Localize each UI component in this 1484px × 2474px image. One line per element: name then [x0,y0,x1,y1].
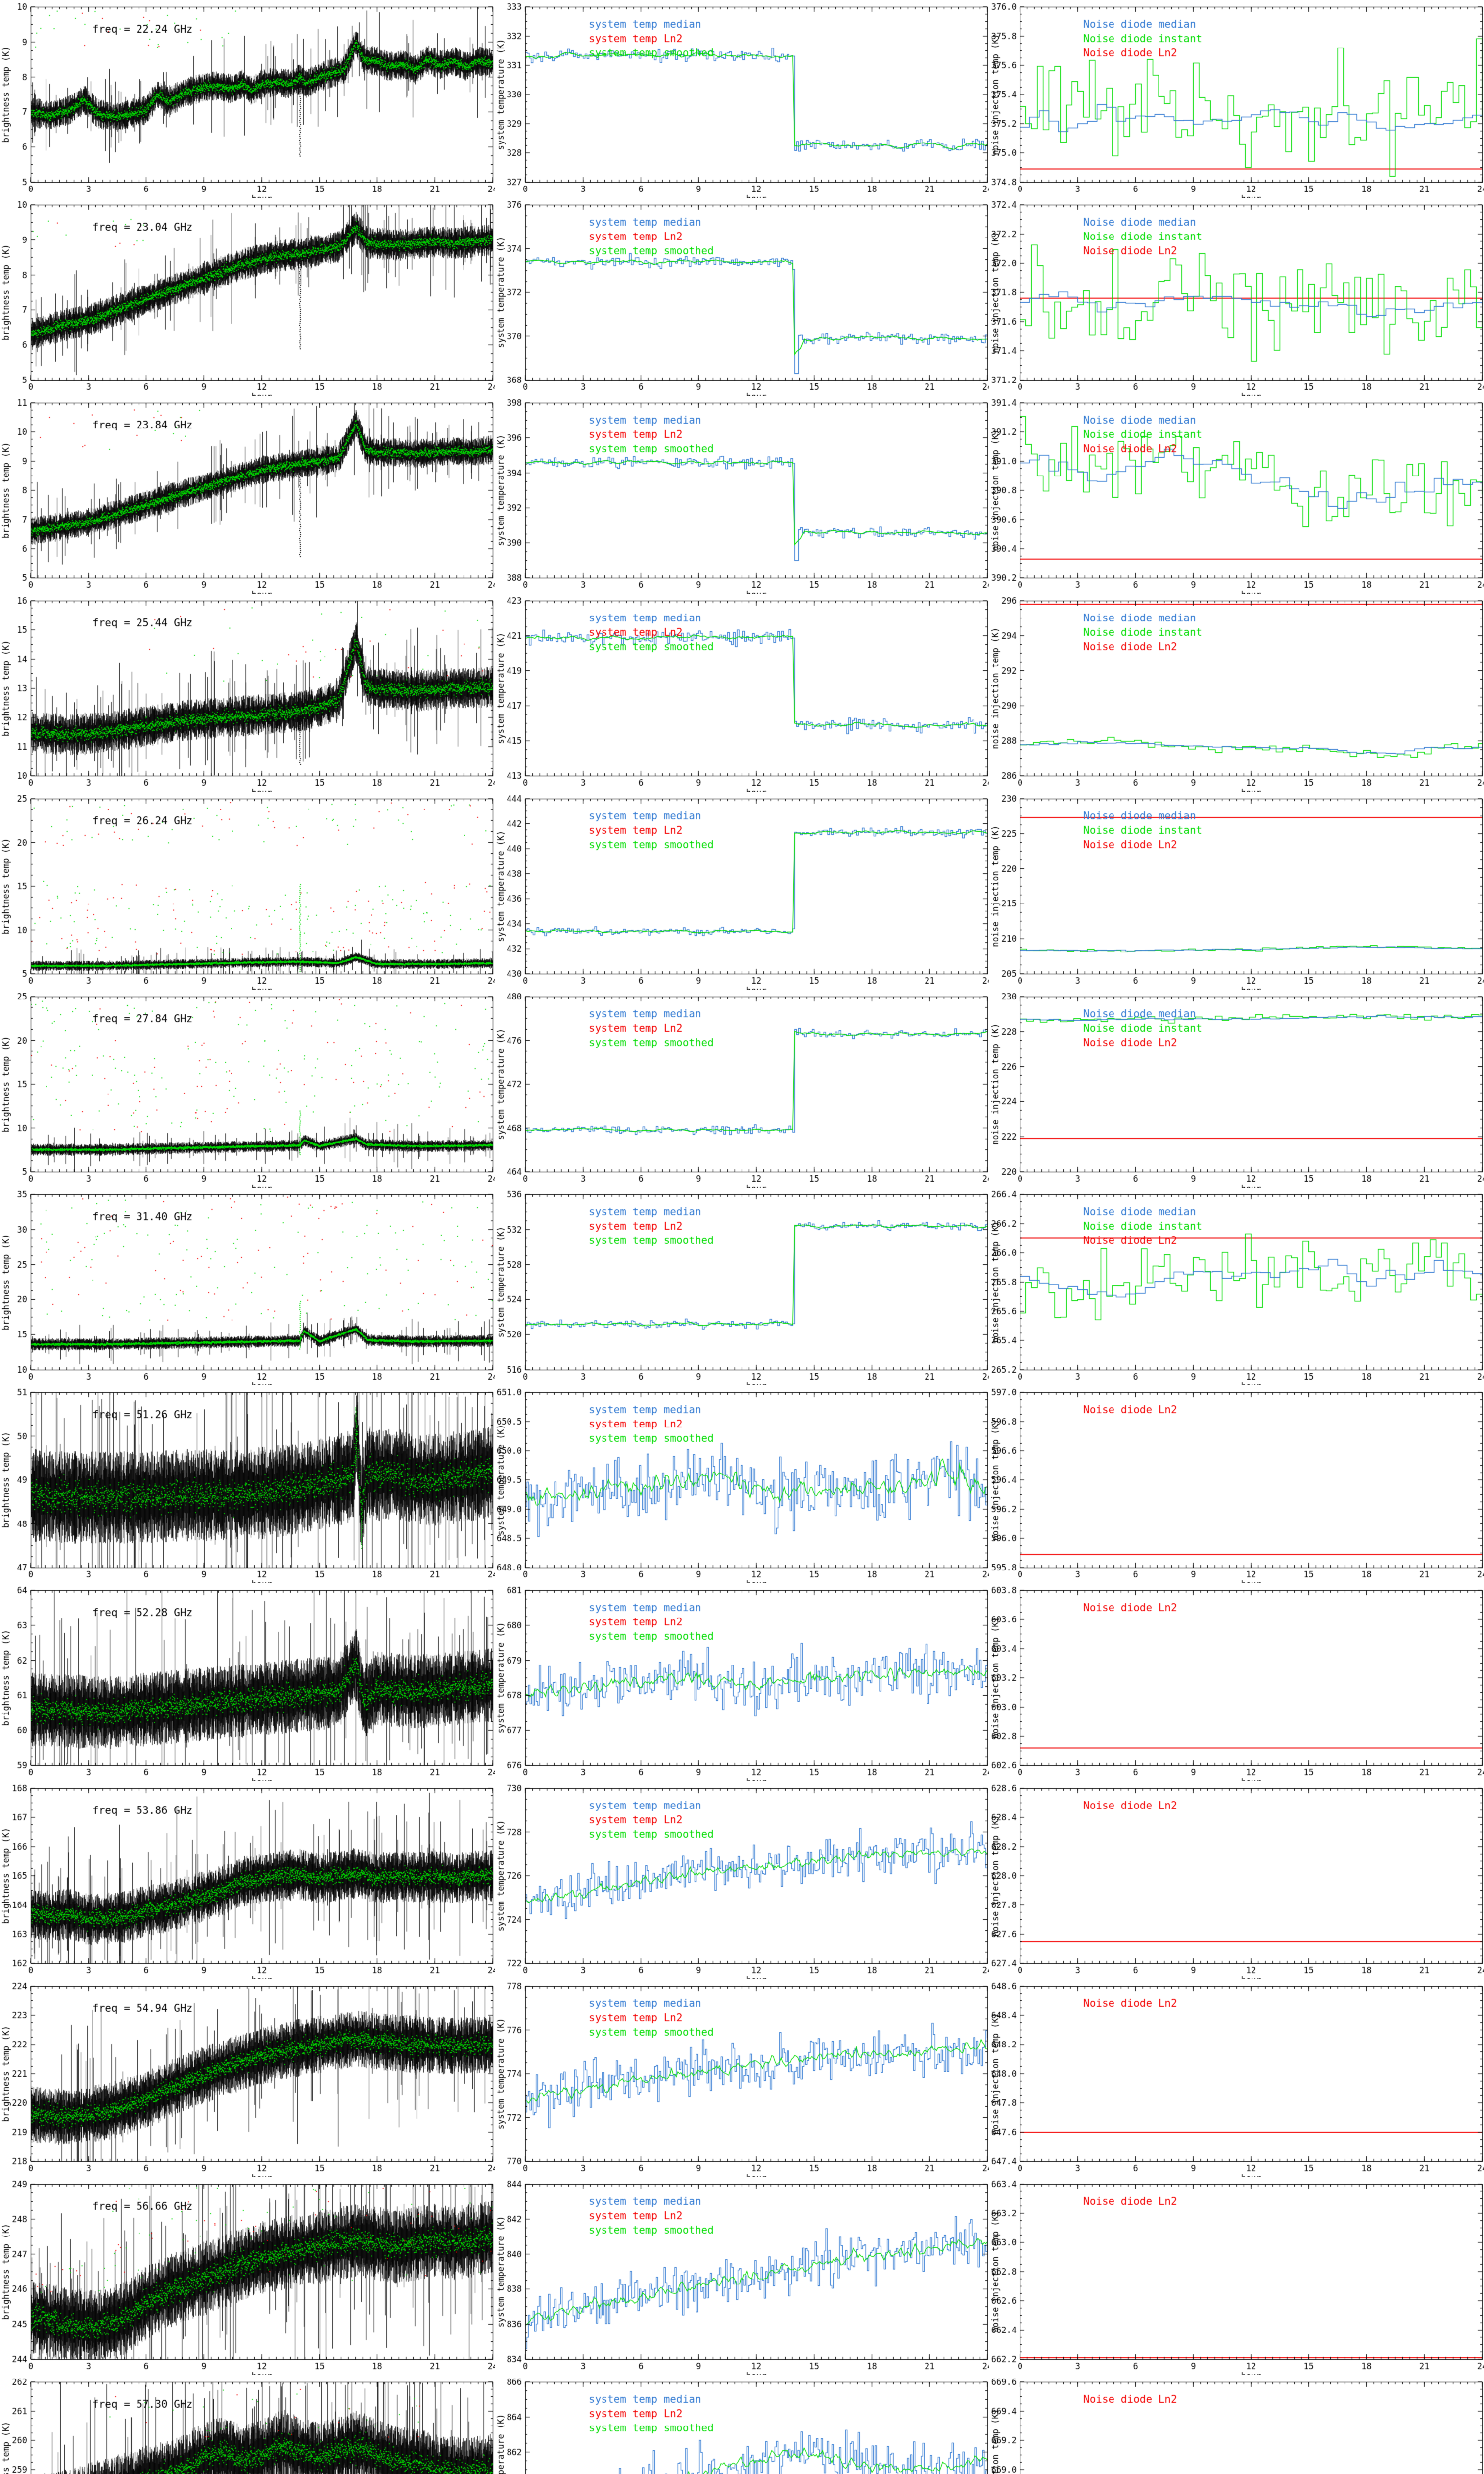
panel-r6-c2-system-temp [495,990,989,1188]
panel-r4-c2-system-temp [495,594,989,792]
panel-r6-c1-brightness-temp [0,990,495,1188]
panel-r4-c1-brightness-temp [0,594,495,792]
plot-row-11 [0,1979,1484,2177]
panel-r9-c2-system-temp [495,1583,989,1781]
panel-r1-c1-brightness-temp [0,0,495,198]
panel-r11-c3-noise-diode [989,1979,1484,2177]
panel-r12-c1-brightness-temp [0,2177,495,2375]
panel-r13-c2-system-temp [495,2375,989,2474]
plot-row-2 [0,198,1484,396]
panel-r7-c3-noise-diode [989,1188,1484,1385]
panel-r3-c3-noise-diode [989,396,1484,594]
panel-r13-c3-noise-diode [989,2375,1484,2474]
plot-row-6 [0,990,1484,1188]
panel-r12-c2-system-temp [495,2177,989,2375]
panel-r11-c1-brightness-temp [0,1979,495,2177]
panel-r10-c2-system-temp [495,1781,989,1979]
plot-row-9 [0,1583,1484,1781]
panel-r5-c1-brightness-temp [0,792,495,990]
panel-r10-c3-noise-diode [989,1781,1484,1979]
panel-r8-c1-brightness-temp [0,1385,495,1583]
panel-r12-c3-noise-diode [989,2177,1484,2375]
panel-r2-c3-noise-diode [989,198,1484,396]
plot-row-13 [0,2375,1484,2474]
panel-r13-c1-brightness-temp [0,2375,495,2474]
plot-row-5 [0,792,1484,990]
panel-r1-c2-system-temp [495,0,989,198]
panel-r5-c2-system-temp [495,792,989,990]
plot-row-12 [0,2177,1484,2375]
panel-r5-c3-noise-diode [989,792,1484,990]
panel-r7-c2-system-temp [495,1188,989,1385]
panel-r6-c3-noise-diode [989,990,1484,1188]
panel-r1-c3-noise-diode [989,0,1484,198]
panel-r8-c3-noise-diode [989,1385,1484,1583]
panel-r9-c1-brightness-temp [0,1583,495,1781]
panel-r11-c2-system-temp [495,1979,989,2177]
plot-row-4 [0,594,1484,792]
panel-r7-c1-brightness-temp [0,1188,495,1385]
panel-r2-c1-brightness-temp [0,198,495,396]
panel-r10-c1-brightness-temp [0,1781,495,1979]
panel-r4-c3-noise-diode [989,594,1484,792]
plot-row-10 [0,1781,1484,1979]
panel-r8-c2-system-temp [495,1385,989,1583]
plot-row-1 [0,0,1484,198]
plot-row-3 [0,396,1484,594]
panel-r3-c1-brightness-temp [0,396,495,594]
panel-r9-c3-noise-diode [989,1583,1484,1781]
plot-row-8 [0,1385,1484,1583]
panel-r2-c2-system-temp [495,198,989,396]
plot-row-7 [0,1188,1484,1385]
panel-r3-c2-system-temp [495,396,989,594]
